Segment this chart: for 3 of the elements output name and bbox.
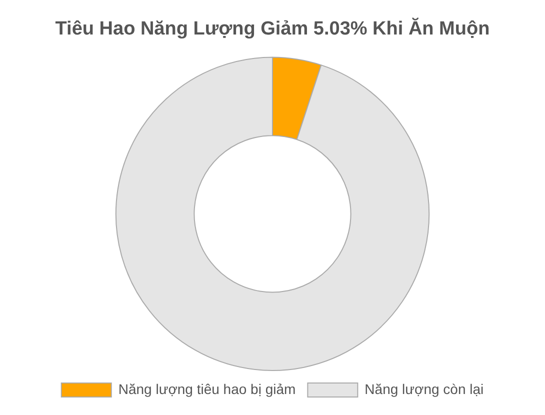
legend-label: Năng lượng còn lại xyxy=(364,380,484,397)
legend-label: Năng lượng tiêu hao bị giảm xyxy=(118,380,296,397)
chart-title: Tiêu Hao Năng Lượng Giảm 5.03% Khi Ăn Muộn xyxy=(55,18,490,40)
